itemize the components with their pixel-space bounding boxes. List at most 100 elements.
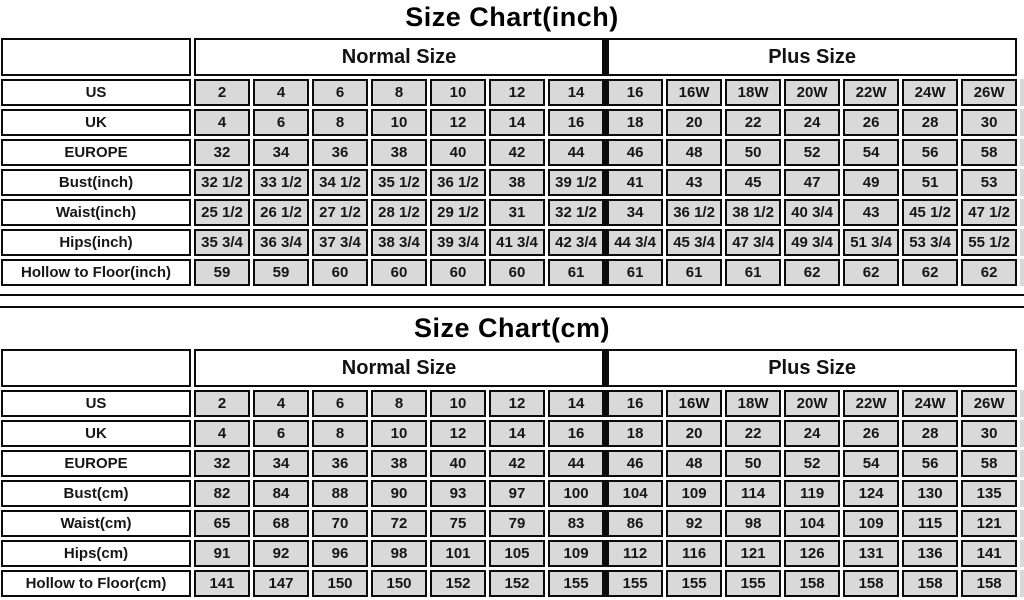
- size-value-cell: 34: [253, 139, 309, 166]
- edge-sliver-cell: [1020, 38, 1024, 76]
- table-row: Waist(cm) 65 68 70 72 75 79 83 86 92 98 104 109 115 12…: [1, 510, 1024, 537]
- size-value-cell: 12: [489, 79, 545, 106]
- size-value-cell: 20: [666, 109, 723, 136]
- size-value-cell: 44: [548, 139, 605, 166]
- size-value-cell: 126: [784, 540, 841, 567]
- size-value-cell: 38 3/4: [371, 229, 427, 256]
- edge-sliver-cell: [1020, 390, 1024, 417]
- edge-sliver-cell: [1020, 420, 1024, 447]
- size-value-cell: 16: [607, 390, 664, 417]
- size-value-cell: 62: [843, 259, 900, 286]
- size-value-cell: 158: [784, 570, 841, 597]
- size-value-cell: 28: [902, 420, 959, 447]
- size-value-cell: 44: [548, 450, 605, 477]
- size-value-cell: 42 3/4: [548, 229, 605, 256]
- size-value-cell: 55 1/2: [961, 229, 1018, 256]
- size-value-cell: 8: [371, 390, 427, 417]
- row-label-cell: Bust(cm): [1, 480, 191, 507]
- table-row: US 2 4 6 8 10 12 14 16 16W 18W 20W 22W 24W 26W: [1, 79, 1024, 106]
- edge-sliver-cell: [1020, 79, 1024, 106]
- size-value-cell: 8: [371, 79, 427, 106]
- size-value-cell: 59: [194, 259, 250, 286]
- size-value-cell: 24W: [902, 390, 959, 417]
- size-value-cell: 40: [430, 450, 486, 477]
- size-value-cell: 86: [607, 510, 664, 537]
- size-value-cell: 61: [666, 259, 723, 286]
- size-value-cell: 155: [666, 570, 723, 597]
- size-value-cell: 45 1/2: [902, 199, 959, 226]
- row-label-cell: UK: [1, 109, 191, 136]
- edge-sliver-cell: [1020, 349, 1024, 387]
- size-value-cell: 38 1/2: [725, 199, 782, 226]
- size-value-cell: 36 1/2: [430, 169, 486, 196]
- size-value-cell: 2: [194, 79, 250, 106]
- size-chart-inch-section: Size Chart(inch) Normal Size Plus Size US 2…: [0, 0, 1024, 289]
- size-value-cell: 16: [607, 79, 664, 106]
- size-value-cell: 22: [725, 420, 782, 447]
- size-value-cell: 53 3/4: [902, 229, 959, 256]
- size-value-cell: 48: [666, 139, 723, 166]
- divider-line-top: [0, 294, 1024, 296]
- size-value-cell: 96: [312, 540, 368, 567]
- size-value-cell: 35 3/4: [194, 229, 250, 256]
- size-value-cell: 14: [548, 390, 605, 417]
- size-value-cell: 28 1/2: [371, 199, 427, 226]
- size-value-cell: 29 1/2: [430, 199, 486, 226]
- size-value-cell: 158: [961, 570, 1018, 597]
- size-value-cell: 135: [961, 480, 1018, 507]
- size-value-cell: 32 1/2: [548, 199, 605, 226]
- size-value-cell: 45: [725, 169, 782, 196]
- size-value-cell: 31: [489, 199, 545, 226]
- size-value-cell: 22W: [843, 79, 900, 106]
- size-value-cell: 152: [430, 570, 486, 597]
- size-value-cell: 26: [843, 109, 900, 136]
- size-value-cell: 150: [371, 570, 427, 597]
- size-value-cell: 155: [725, 570, 782, 597]
- size-value-cell: 53: [961, 169, 1018, 196]
- size-value-cell: 41: [607, 169, 664, 196]
- size-value-cell: 36 1/2: [666, 199, 723, 226]
- size-value-cell: 18: [607, 420, 664, 447]
- edge-sliver-cell: [1020, 480, 1024, 507]
- edge-sliver-cell: [1020, 139, 1024, 166]
- size-value-cell: 40 3/4: [784, 199, 841, 226]
- size-value-cell: 4: [194, 420, 250, 447]
- size-value-cell: 62: [784, 259, 841, 286]
- table-row: US 2 4 6 8 10 12 14 16 16W 18W 20W 22W 24W 26W: [1, 390, 1024, 417]
- size-value-cell: 121: [725, 540, 782, 567]
- size-value-cell: 61: [548, 259, 605, 286]
- size-value-cell: 22W: [843, 390, 900, 417]
- table-row: UK 4 6 8 10 12 14 16 18 20 22 24 26 28 30: [1, 109, 1024, 136]
- edge-sliver-cell: [1020, 570, 1024, 597]
- size-value-cell: 52: [784, 139, 841, 166]
- table-row: Bust(inch) 32 1/2 33 1/2 34 1/2 35 1/2 36 1/2…: [1, 169, 1024, 196]
- size-value-cell: 26: [843, 420, 900, 447]
- group-header-cell: Plus Size: [607, 38, 1018, 76]
- corner-cell: [1, 349, 191, 387]
- divider-line-bottom: [0, 306, 1024, 308]
- edge-sliver-cell: [1020, 259, 1024, 286]
- size-value-cell: 26 1/2: [253, 199, 309, 226]
- table-row: EUROPE 32 34 36 38 40 42 44 46 48 50 52 54 56 58: [1, 139, 1024, 166]
- edge-sliver-cell: [1020, 199, 1024, 226]
- size-value-cell: 6: [253, 420, 309, 447]
- size-value-cell: 22: [725, 109, 782, 136]
- size-value-cell: 121: [961, 510, 1018, 537]
- size-value-cell: 36: [312, 450, 368, 477]
- table-row: Hollow to Floor(cm) 141 147 150 150 152 152 155…: [1, 570, 1024, 597]
- size-value-cell: 28: [902, 109, 959, 136]
- size-value-cell: 49: [843, 169, 900, 196]
- size-value-cell: 46: [607, 450, 664, 477]
- size-value-cell: 83: [548, 510, 605, 537]
- size-value-cell: 16: [548, 109, 605, 136]
- size-value-cell: 47 3/4: [725, 229, 782, 256]
- size-value-cell: 14: [489, 420, 545, 447]
- size-value-cell: 60: [430, 259, 486, 286]
- size-value-cell: 47: [784, 169, 841, 196]
- size-value-cell: 51: [902, 169, 959, 196]
- size-value-cell: 30: [961, 420, 1018, 447]
- size-value-cell: 6: [312, 79, 368, 106]
- size-value-cell: 4: [253, 79, 309, 106]
- size-value-cell: 119: [784, 480, 841, 507]
- size-value-cell: 50: [725, 139, 782, 166]
